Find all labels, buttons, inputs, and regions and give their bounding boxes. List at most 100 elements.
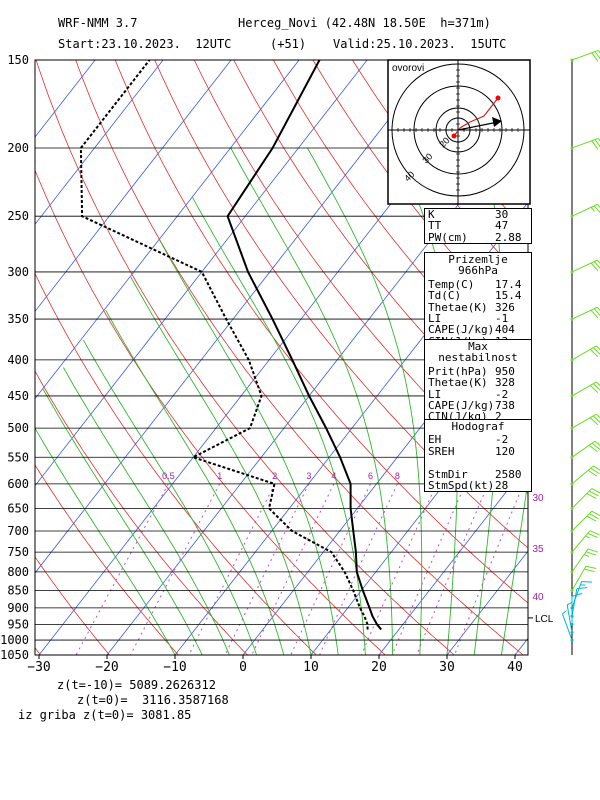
max-instability-row: CIN(J/kg) 2 — [425, 410, 531, 424]
hodograph-start-dot — [451, 133, 457, 139]
wind-barb — [570, 565, 597, 592]
hodograph-key: StmDir — [428, 467, 468, 481]
mixing-ratio-line — [75, 483, 169, 655]
isotherm-line — [35, 60, 164, 225]
index-value: 47 — [495, 219, 509, 233]
hodograph-value: 28 — [495, 479, 509, 493]
side-label: 30 — [532, 493, 544, 504]
wind-barb — [570, 381, 600, 398]
y-tick-label: 400 — [7, 353, 29, 367]
surface-table: Prizemlje 966hPa Temp(C) 17.4 Td(C) 15.4 The… — [424, 252, 532, 349]
moist-adiabat-line — [83, 339, 258, 655]
mixing-ratio-line — [319, 483, 398, 655]
isotherm-line — [174, 201, 528, 655]
mixing-ratio-line — [360, 483, 438, 655]
surface-row: CAPE(J/kg) 404 — [425, 324, 531, 336]
temperature-profile — [226, 60, 382, 631]
moist-adiabat-line — [42, 388, 203, 655]
x-tick-label: 30 — [439, 660, 455, 675]
surface-value: 326 — [495, 300, 515, 314]
wind-barb — [570, 592, 583, 626]
mixing-ratio-line — [290, 483, 371, 655]
x-tick-label: 40 — [507, 660, 523, 675]
max-instability-value: -2 — [495, 387, 509, 401]
index-row: K 30 — [425, 209, 531, 221]
mixing-ratio-label: 3 — [306, 471, 311, 481]
x-tick-label: 20 — [371, 660, 387, 675]
max-instability-key: Thetae(K) — [428, 376, 488, 390]
index-key: PW(cm) — [428, 230, 468, 244]
y-tick-label: 700 — [7, 524, 29, 538]
isotherm-line — [446, 550, 528, 655]
wind-barb — [566, 601, 574, 634]
wind-barb — [570, 586, 588, 618]
wind-barb — [570, 259, 600, 274]
moist-adiabat-line — [63, 367, 230, 655]
x-tick-label: −30 — [27, 660, 50, 675]
wind-barb — [570, 548, 599, 574]
hodograph-row: StmSpd(kt) 28 — [425, 479, 531, 493]
moist-adiabat-line — [307, 147, 423, 655]
y-tick-label: 950 — [7, 617, 29, 631]
y-tick-label: 300 — [7, 265, 29, 279]
footer-z-grib: iz griba z(t=0)= 3081.85 — [18, 708, 192, 722]
mixing-ratio-label: 1 — [217, 471, 222, 481]
y-tick-label: 850 — [7, 583, 29, 597]
surface-key: LI — [428, 312, 442, 326]
y-tick-label: 500 — [7, 421, 29, 435]
moist-adiabat-line — [105, 309, 285, 655]
mixing-ratio-label: 4 — [331, 471, 336, 481]
surface-key: Td(C) — [428, 289, 462, 303]
moist-adiabat-line — [130, 276, 312, 655]
hodograph-key: EH — [428, 433, 442, 447]
wind-barb — [570, 306, 600, 321]
x-tick-label: 10 — [303, 660, 319, 675]
surface-value: 17.4 — [495, 277, 522, 291]
valid-time: Valid:25.10.2023. 15UTC — [333, 37, 507, 51]
wind-barb — [570, 465, 600, 486]
moist-adiabat-line — [35, 427, 176, 655]
wind-barb — [570, 510, 600, 533]
max-instability-row: Prit(hPa) 950 — [425, 364, 531, 378]
hodograph-value: 120 — [495, 444, 515, 458]
mixing-ratio-line — [391, 483, 466, 655]
hodograph-key — [428, 457, 435, 468]
storm-motion-arrow — [457, 121, 499, 131]
max-instability-value: 2 — [495, 410, 502, 424]
isotherm-line — [35, 60, 368, 487]
wind-barb — [561, 610, 574, 642]
max-instability-table: Max nestabilnost Prit(hPa) 950 Thetae(K) 32… — [424, 339, 532, 424]
hodograph-table: Hodograf EH -2 SREH 120 StmDir 2580 StmSpd(kt… — [424, 419, 532, 493]
max-instability-key: CIN(J/kg) — [428, 410, 488, 424]
mixing-ratio-label: 2 — [272, 471, 277, 481]
hodograph-row — [425, 457, 531, 468]
max-instability-value: 950 — [495, 364, 515, 378]
hodograph-row: StmDir 2580 — [425, 467, 531, 481]
hodograph-value: -2 — [495, 433, 509, 447]
max-instability-value: 328 — [495, 376, 515, 390]
lcl-label: LCL — [535, 614, 554, 625]
surface-table-title: Prizemlje 966hPa — [448, 253, 508, 278]
wind-barb — [570, 345, 600, 362]
hodograph-key: SREH — [428, 444, 455, 458]
hodograph-key: StmSpd(kt) — [428, 479, 495, 493]
dry-adiabat-line — [590, 60, 600, 655]
surface-key: Temp(C) — [428, 277, 475, 291]
y-tick-label: 450 — [7, 389, 29, 403]
max-instability-key: Prit(hPa) — [428, 364, 488, 378]
max-instability-key: CAPE(J/kg) — [428, 399, 495, 413]
hodograph-value: 2580 — [495, 467, 522, 481]
y-tick-label: 1000 — [0, 633, 29, 647]
footer-z-minus10: z(t=-10)= 5089.2626312 — [57, 678, 216, 692]
mixing-ratio-line — [224, 483, 310, 655]
y-tick-label: 350 — [7, 312, 29, 326]
x-tick-label: −20 — [95, 660, 118, 675]
wind-barb — [570, 137, 600, 150]
y-tick-label: 650 — [7, 501, 29, 515]
wind-barb — [570, 530, 600, 554]
max-instability-row: Thetae(K) 328 — [425, 376, 531, 390]
hodograph-row: EH -2 — [425, 433, 531, 447]
side-label: 35 — [532, 544, 544, 555]
y-tick-label: 550 — [7, 450, 29, 464]
max-instability-row: LI -2 — [425, 387, 531, 401]
